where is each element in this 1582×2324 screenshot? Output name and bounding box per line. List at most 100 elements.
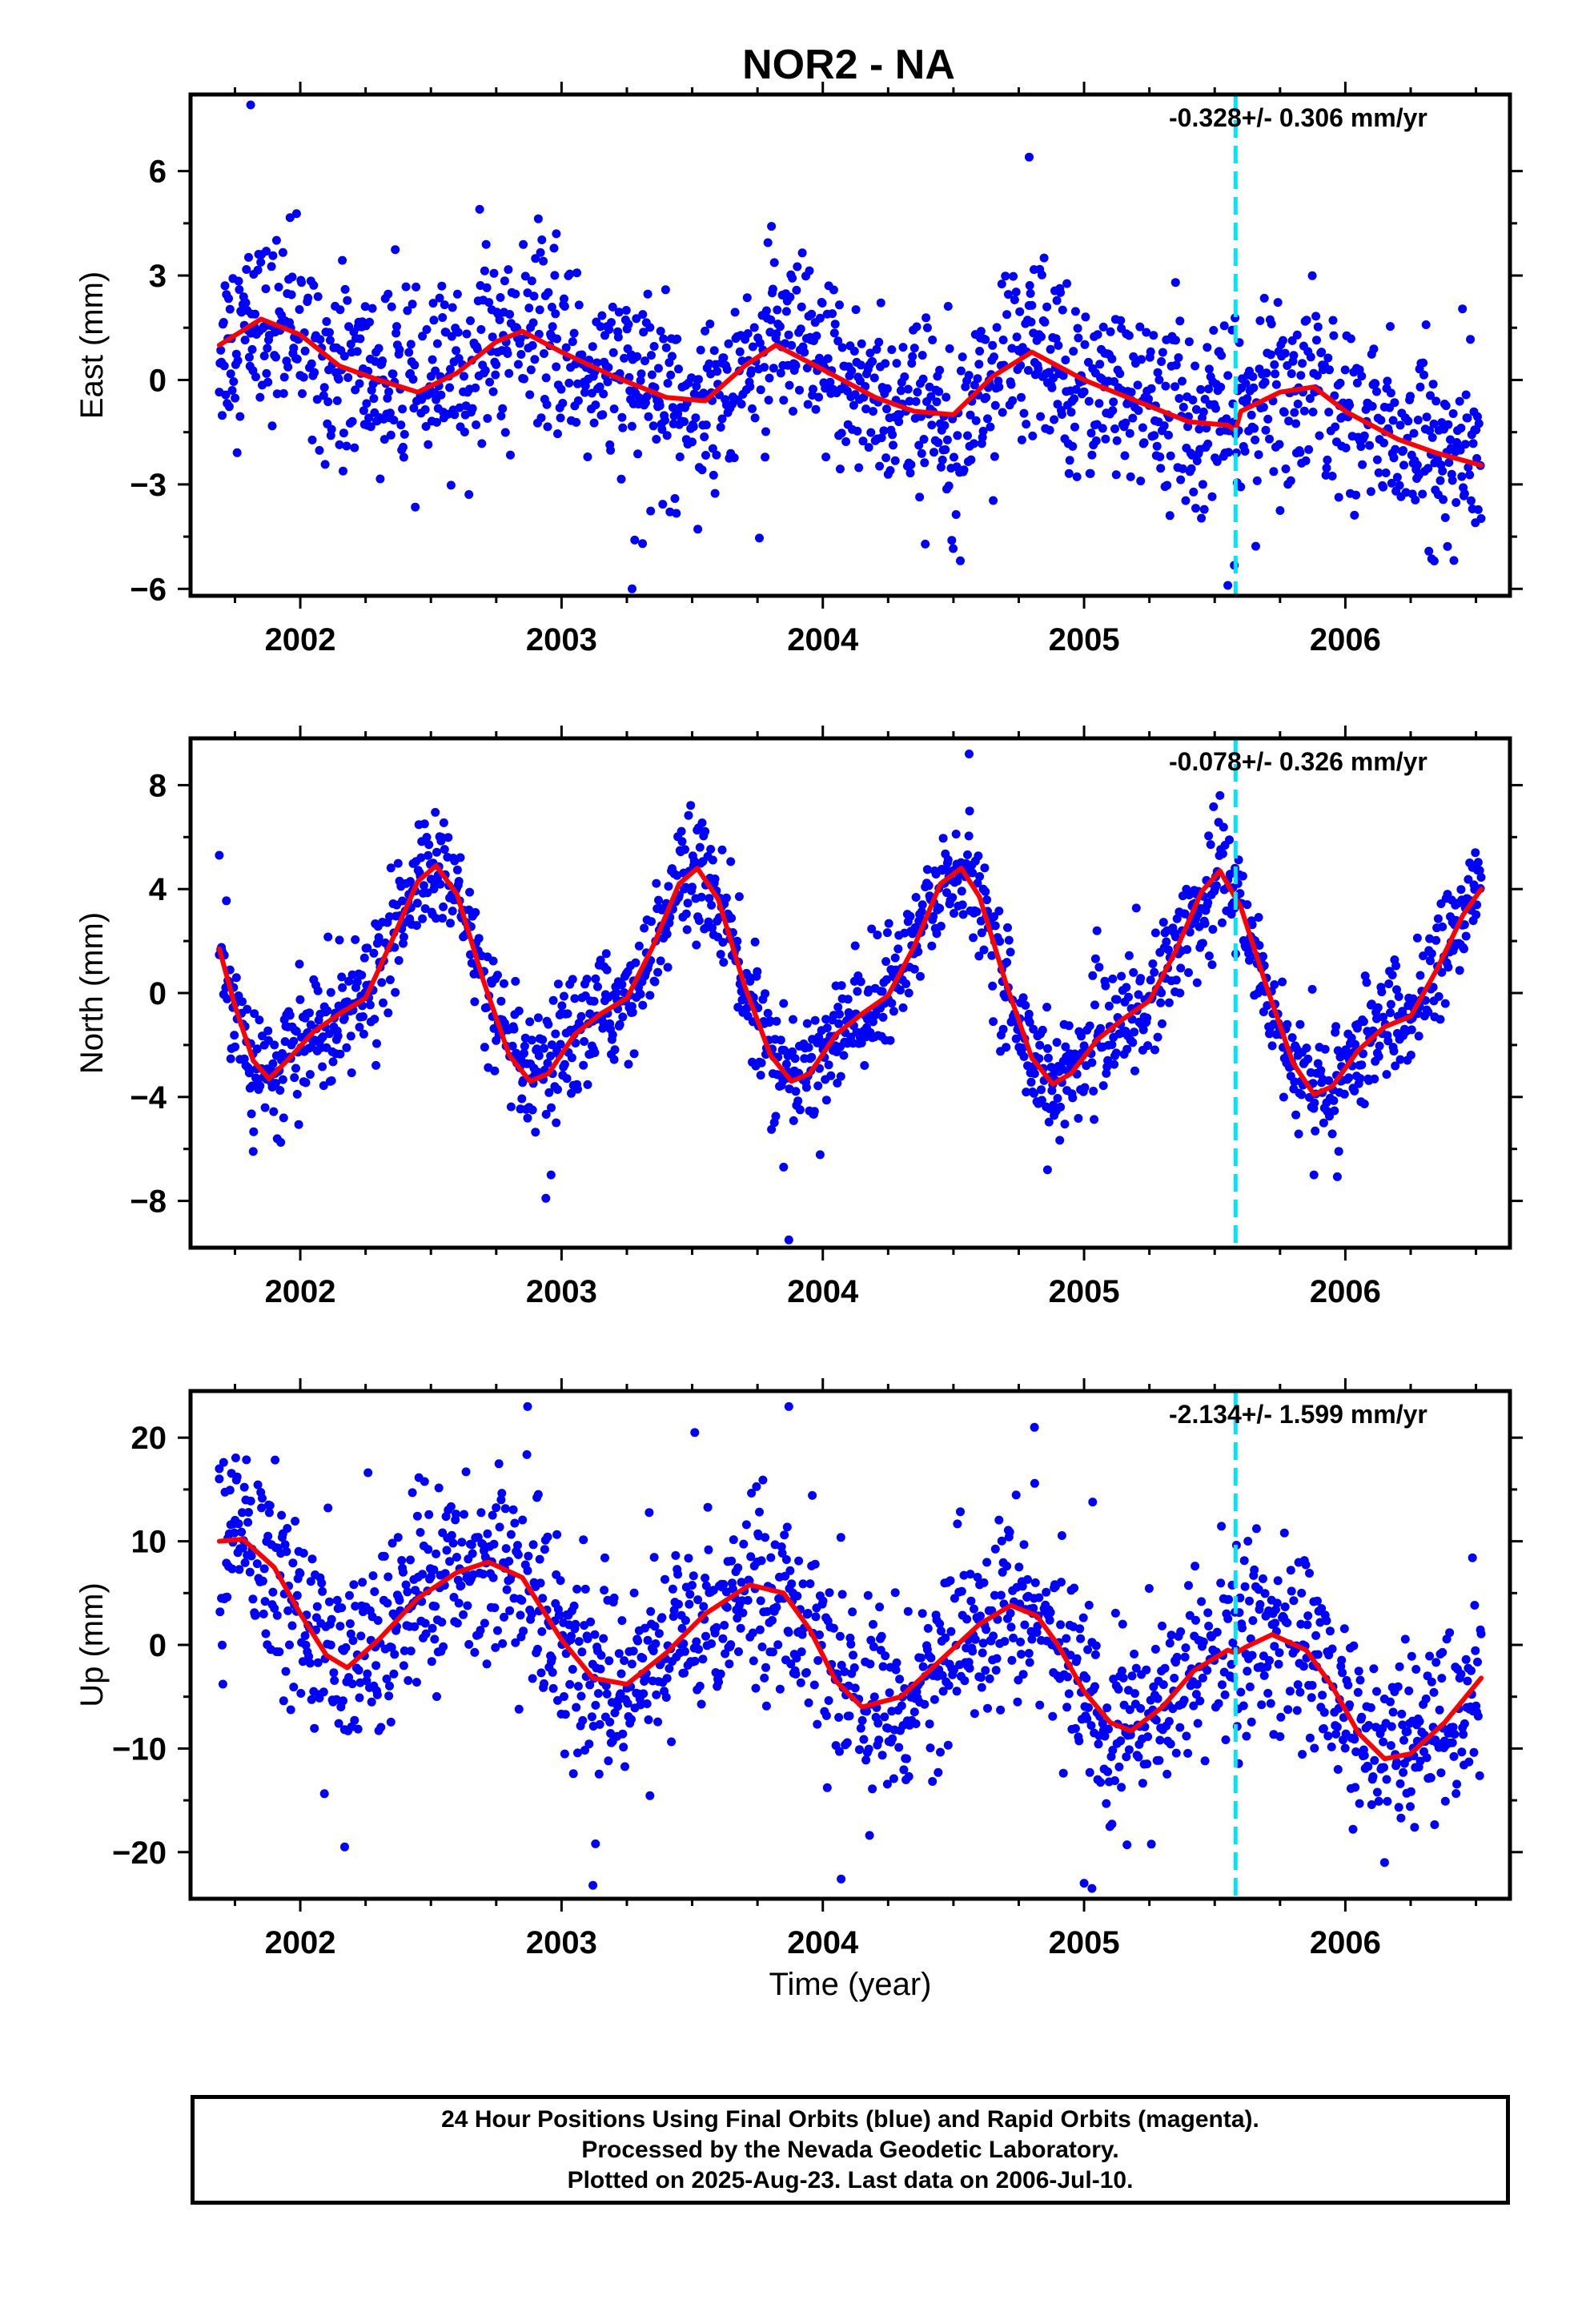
east-data-point <box>1312 371 1322 380</box>
up-data-point <box>1072 1654 1082 1663</box>
up-data-point <box>926 1653 936 1663</box>
up-data-point <box>277 1510 287 1520</box>
up-data-point <box>1250 1565 1259 1574</box>
up-data-point <box>341 1642 351 1652</box>
up-data-point <box>1322 1616 1331 1626</box>
up-data-point <box>1117 1667 1126 1675</box>
north-x-tick-label: 2002 <box>265 1274 336 1309</box>
up-data-point <box>755 1625 765 1634</box>
north-data-point <box>1319 1118 1328 1128</box>
east-data-point <box>580 381 590 391</box>
north-data-point <box>1129 967 1138 977</box>
north-data-point <box>1018 993 1028 1003</box>
up-data-point <box>1382 1775 1391 1784</box>
east-data-point <box>905 396 914 406</box>
up-y-tick-label: 20 <box>131 1421 167 1456</box>
up-data-point <box>420 1618 430 1628</box>
up-data-point <box>1130 1649 1139 1659</box>
east-data-point <box>998 408 1007 417</box>
up-data-point <box>950 1594 959 1603</box>
east-data-point <box>411 502 420 512</box>
up-data-point <box>1255 1600 1265 1609</box>
up-data-point <box>738 1608 748 1618</box>
up-data-point <box>837 1590 847 1599</box>
up-data-point <box>501 1544 511 1554</box>
east-data-point <box>1086 468 1095 478</box>
up-data-point <box>280 1540 290 1550</box>
east-data-point <box>1290 408 1299 417</box>
east-data-point <box>351 385 360 395</box>
up-data-point <box>1138 1779 1147 1788</box>
up-data-point <box>489 1539 499 1549</box>
east-data-point <box>1379 438 1388 448</box>
east-data-point <box>1463 413 1472 423</box>
up-data-point <box>892 1658 901 1667</box>
north-data-point <box>567 1053 576 1063</box>
up-data-point <box>1435 1705 1444 1715</box>
up-data-point <box>1470 1601 1480 1610</box>
up-data-point <box>1354 1667 1363 1676</box>
north-data-point <box>656 956 665 966</box>
up-data-point <box>1189 1701 1199 1711</box>
up-data-point <box>633 1636 643 1646</box>
north-data-point <box>1053 1094 1062 1103</box>
up-data-point <box>1029 1603 1038 1613</box>
up-data-point <box>1217 1522 1227 1531</box>
footer-line-1: 24 Hour Positions Using Final Orbits (bl… <box>441 2105 1259 2133</box>
east-data-point <box>964 371 974 380</box>
north-data-point <box>1359 1049 1367 1059</box>
east-x-tick-label: 2005 <box>1049 622 1120 657</box>
north-data-point <box>860 1061 869 1070</box>
up-data-point <box>500 1612 508 1622</box>
up-data-point <box>1013 1697 1022 1707</box>
east-data-point <box>1011 287 1021 297</box>
east-data-point <box>1247 410 1256 420</box>
up-data-point <box>1275 1648 1284 1658</box>
east-data-point <box>761 306 771 316</box>
up-data-point <box>1181 1643 1191 1653</box>
east-data-point <box>1427 432 1437 442</box>
up-data-point <box>911 1719 921 1728</box>
up-data-point <box>1027 1634 1037 1644</box>
east-data-point <box>861 404 871 414</box>
north-data-point <box>556 1039 565 1049</box>
east-data-point <box>970 439 978 448</box>
east-outlier-point <box>638 539 648 549</box>
east-data-point <box>1298 359 1307 368</box>
up-data-point <box>1006 1609 1015 1618</box>
north-data-point <box>573 1084 582 1094</box>
north-data-point <box>1412 933 1422 943</box>
east-data-point <box>537 235 547 244</box>
up-data-point <box>363 1669 372 1679</box>
east-data-point <box>1101 434 1110 444</box>
up-data-point <box>271 1455 280 1465</box>
east-data-point <box>1423 464 1433 473</box>
up-data-point <box>803 1609 813 1618</box>
up-data-point <box>508 1505 518 1514</box>
east-data-point <box>717 414 727 424</box>
north-data-point <box>484 1063 493 1072</box>
up-data-point <box>1014 1675 1023 1685</box>
east-data-point <box>659 334 669 344</box>
up-data-point <box>1415 1717 1424 1726</box>
north-data-point <box>1037 1096 1046 1105</box>
east-data-point <box>1305 394 1315 404</box>
up-data-point <box>298 1657 307 1667</box>
up-data-point <box>617 1616 627 1626</box>
up-data-point <box>285 1640 294 1650</box>
east-data-point <box>429 316 439 325</box>
north-data-point <box>932 929 942 939</box>
east-data-point <box>649 342 659 351</box>
north-data-point <box>1052 1038 1062 1047</box>
up-data-point <box>585 1680 595 1690</box>
east-data-point <box>1212 456 1222 466</box>
east-data-point <box>549 243 559 253</box>
up-data-point <box>966 1596 976 1606</box>
east-data-point <box>817 299 827 308</box>
up-data-point <box>680 1668 689 1678</box>
east-data-point <box>1419 370 1428 380</box>
up-data-point <box>639 1689 648 1699</box>
up-data-point <box>973 1573 982 1582</box>
up-data-point <box>928 1777 938 1786</box>
east-data-point <box>504 265 513 275</box>
